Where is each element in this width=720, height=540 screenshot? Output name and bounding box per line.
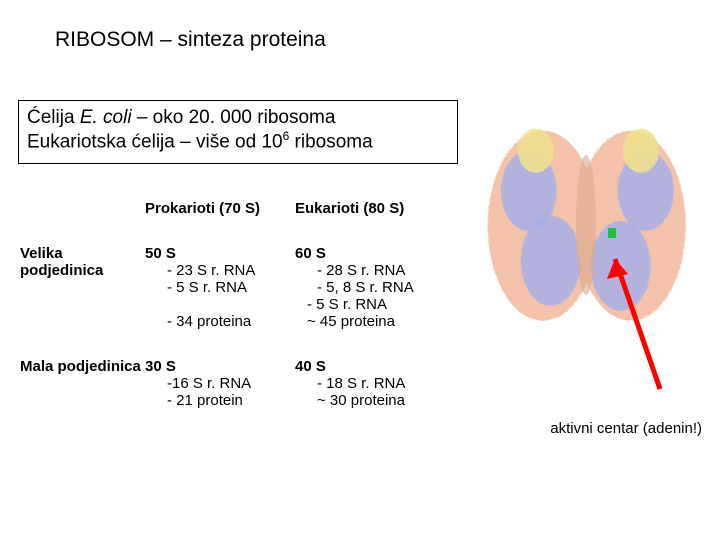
comparison-table: Prokarioti (70 S) Eukarioti (80 S) Velik… [20, 200, 460, 437]
cell-text: 60 S [295, 245, 455, 262]
table-headers: Prokarioti (70 S) Eukarioti (80 S) [20, 200, 460, 217]
table-row-large: Velika podjedinica 50 S - 23 S r. RNA - … [20, 245, 460, 330]
cell-large-prok: 50 S - 23 S r. RNA - 5 S r. RNA - 34 pro… [145, 245, 295, 330]
info-line-2: Eukariotska ćelija – više od 106 ribosom… [27, 129, 449, 153]
row-label-small: Mala podjedinica [20, 358, 145, 409]
header-spacer [20, 200, 145, 217]
cell-text [145, 296, 295, 313]
cell-small-prok: 30 S -16 S r. RNA - 21 protein [145, 358, 295, 409]
cell-text: - 5 S r. RNA [295, 296, 455, 313]
cell-text: 50 S [145, 245, 295, 262]
info-l1-italic: E. coli [80, 107, 132, 128]
header-prokaryote: Prokarioti (70 S) [145, 200, 295, 217]
cell-text: - 23 S r. RNA [145, 262, 295, 279]
cell-text: - 34 proteina [145, 313, 295, 330]
info-l2-post: ribosoma [289, 131, 372, 152]
cell-text: 40 S [295, 358, 455, 375]
info-l2-pre: Eukariotska ćelija – više od 10 [27, 131, 283, 152]
cell-large-euk: 60 S - 28 S r. RNA - 5, 8 S r. RNA - 5 S… [295, 245, 455, 330]
figure-caption: aktivni centar (adenin!) [550, 420, 702, 437]
row-label-large: Velika podjedinica [20, 245, 145, 330]
cell-text: ~ 45 proteina [295, 313, 455, 330]
cell-small-euk: 40 S - 18 S r. RNA ~ 30 proteina [295, 358, 455, 409]
cell-text: -16 S r. RNA [145, 375, 295, 392]
info-line-1: Ćelija E. coli – oko 20. 000 ribosoma [27, 107, 449, 129]
ribosome-figure [480, 110, 690, 340]
table-row-small: Mala podjedinica 30 S -16 S r. RNA - 21 … [20, 358, 460, 409]
info-box: Ćelija E. coli – oko 20. 000 ribosoma Eu… [18, 100, 458, 164]
cell-text: - 28 S r. RNA [295, 262, 455, 279]
cell-text: - 5, 8 S r. RNA [295, 279, 455, 296]
cell-text: - 18 S r. RNA [295, 375, 455, 392]
cell-text: - 5 S r. RNA [145, 279, 295, 296]
info-l1-post: – oko 20. 000 ribosoma [132, 107, 336, 128]
page-title: RIBOSOM – sinteza proteina [55, 28, 326, 52]
cell-text: - 21 protein [145, 392, 295, 409]
cell-text: ~ 30 proteina [295, 392, 455, 409]
info-l1-pre: Ćelija [27, 107, 80, 128]
cell-text: 30 S [145, 358, 295, 375]
header-eukaryote: Eukarioti (80 S) [295, 200, 455, 217]
